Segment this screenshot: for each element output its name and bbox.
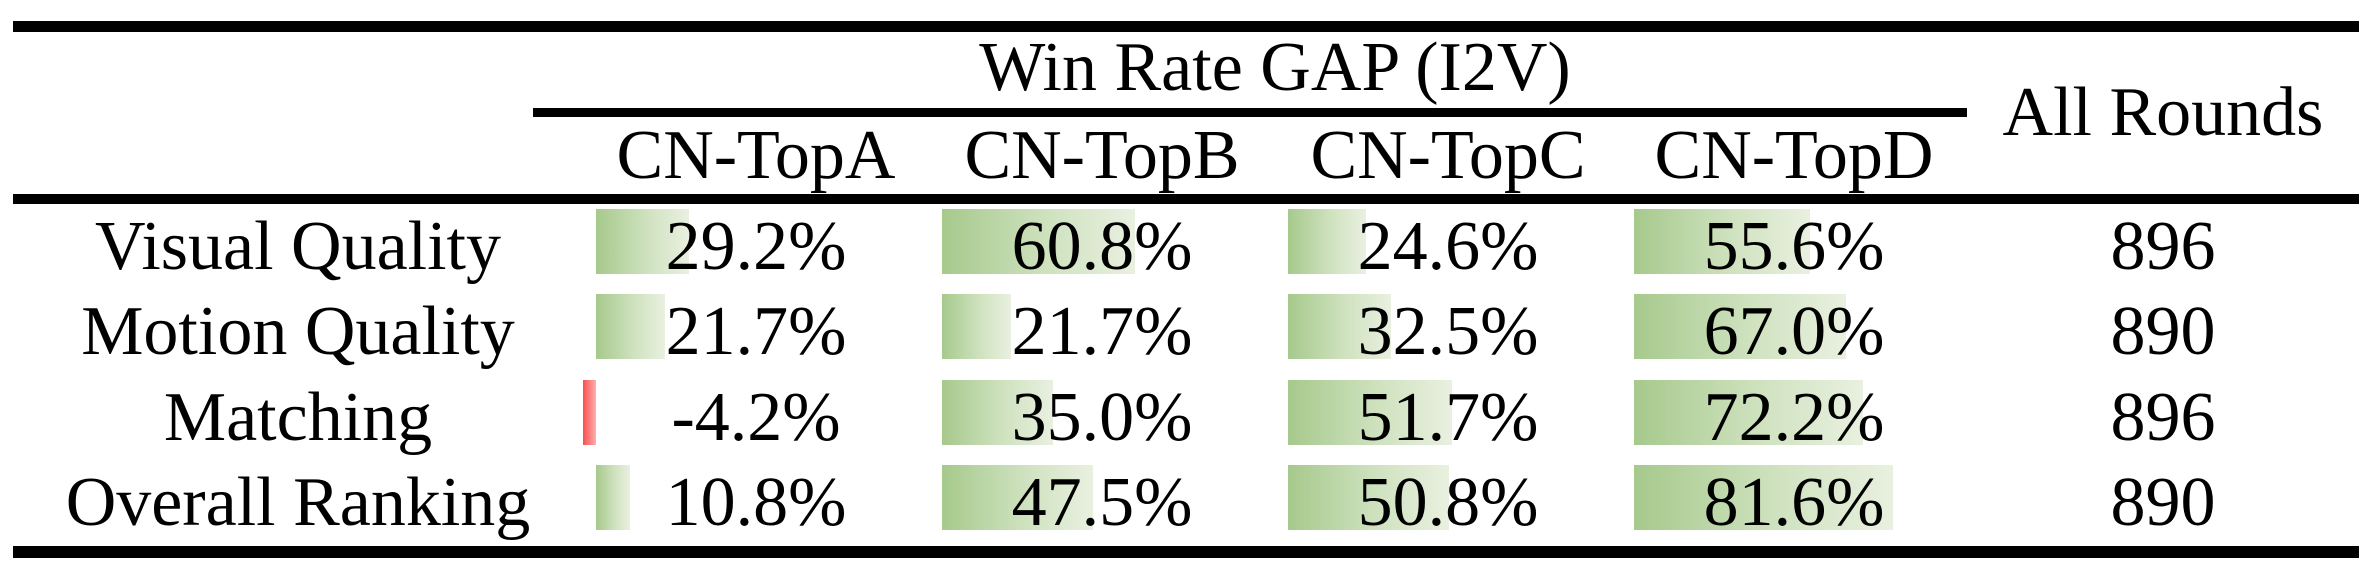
win-rate-cell: 10.8% <box>583 460 929 546</box>
win-rate-bar <box>1288 380 1452 445</box>
win-rate-cell: 60.8% <box>929 204 1275 290</box>
win-rate-bar <box>1288 465 1450 530</box>
win-rate-value: 67.0% <box>1703 293 1885 370</box>
all-rounds-value: 896 <box>2110 379 2216 456</box>
row-label: Matching <box>163 379 433 456</box>
win-rate-value: 10.8% <box>665 464 847 541</box>
column-header-cn-topc: CN-TopC <box>1310 117 1586 194</box>
win-rate-value: 21.7% <box>665 293 847 370</box>
title-underline-rule <box>533 108 1967 117</box>
win-rate-bar <box>1634 380 1863 445</box>
win-rate-bar <box>596 465 631 530</box>
win-rate-value: 81.6% <box>1703 464 1885 541</box>
all-rounds-value: 890 <box>2110 293 2216 370</box>
win-rate-cell: 51.7% <box>1275 375 1621 461</box>
column-header-cn-topd: CN-TopD <box>1654 117 1934 194</box>
table-row: Matching -4.2% 35.0% 51.7% 72.2% 896 <box>0 375 2374 461</box>
all-rounds-value: 890 <box>2110 464 2216 541</box>
win-rate-cell: -4.2% <box>583 375 929 461</box>
win-rate-value: 60.8% <box>1011 208 1193 285</box>
table-bottom-rule <box>13 546 2359 558</box>
win-rate-bar <box>1634 294 1847 359</box>
win-rate-cell: 32.5% <box>1275 289 1621 375</box>
win-rate-value: 47.5% <box>1011 464 1193 541</box>
win-rate-cell: 35.0% <box>929 375 1275 461</box>
all-rounds-value: 896 <box>2110 208 2216 285</box>
win-rate-bar <box>942 294 1011 359</box>
column-header-cn-topa: CN-TopA <box>616 117 896 194</box>
win-rate-cell: 29.2% <box>583 204 929 290</box>
win-rate-cell: 55.6% <box>1621 204 1967 290</box>
win-rate-bar <box>596 209 689 274</box>
win-rate-value: 35.0% <box>1011 379 1193 456</box>
win-rate-cell: 67.0% <box>1621 289 1967 375</box>
win-rate-value: 21.7% <box>1011 293 1193 370</box>
win-rate-value: 24.6% <box>1357 208 1539 285</box>
win-rate-value: -4.2% <box>671 379 841 456</box>
table-top-rule <box>13 21 2359 32</box>
win-rate-cell: 47.5% <box>929 460 1275 546</box>
win-rate-cell: 81.6% <box>1621 460 1967 546</box>
table-title: Win Rate GAP (I2V) <box>979 29 1571 106</box>
win-rate-bar <box>596 294 665 359</box>
column-header-cn-topb: CN-TopB <box>964 117 1240 194</box>
table-row: Visual Quality 29.2% 60.8% 24.6% 55.6% 8… <box>0 204 2374 290</box>
win-rate-value: 50.8% <box>1357 464 1539 541</box>
win-rate-bar <box>1288 209 1366 274</box>
win-rate-cell: 50.8% <box>1275 460 1621 546</box>
win-rate-value: 29.2% <box>665 208 847 285</box>
header-separator-rule <box>13 194 2359 204</box>
win-rate-bar <box>942 465 1093 530</box>
win-rate-bar-negative <box>583 380 597 445</box>
win-rate-cell: 21.7% <box>929 289 1275 375</box>
win-rate-value: 72.2% <box>1703 379 1885 456</box>
win-rate-cell: 72.2% <box>1621 375 1967 461</box>
win-rate-cell: 21.7% <box>583 289 929 375</box>
win-rate-value: 55.6% <box>1703 208 1885 285</box>
table-row: Motion Quality 21.7% 21.7% 32.5% 67.0% 8… <box>0 289 2374 375</box>
win-rate-value: 51.7% <box>1357 379 1539 456</box>
all-rounds-header: All Rounds <box>2002 74 2324 151</box>
win-rate-bar <box>942 380 1053 445</box>
row-label: Visual Quality <box>94 208 502 285</box>
win-rate-bar <box>942 209 1135 274</box>
row-label: Overall Ranking <box>65 464 531 541</box>
row-label: Motion Quality <box>81 293 515 370</box>
table-row: Overall Ranking 10.8% 47.5% 50.8% 81.6% … <box>0 460 2374 546</box>
win-rate-cell: 24.6% <box>1275 204 1621 290</box>
win-rate-bar <box>1634 209 1811 274</box>
win-rate-bar <box>1288 294 1392 359</box>
win-rate-bar <box>1634 465 1893 530</box>
win-rate-value: 32.5% <box>1357 293 1539 370</box>
